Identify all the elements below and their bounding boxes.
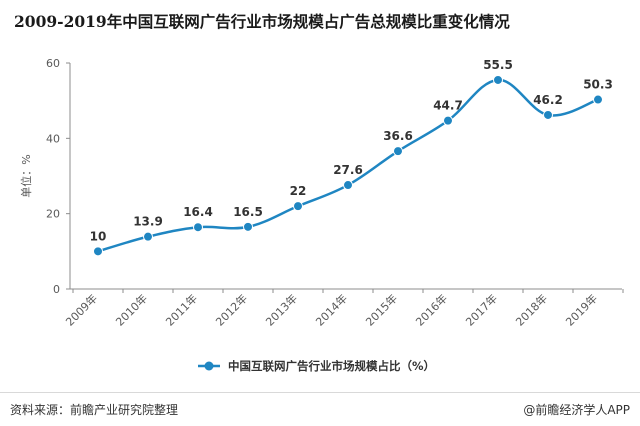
data-label: 50.3	[583, 78, 613, 92]
data-point	[593, 94, 603, 105]
x-tick-label: 2015年	[363, 291, 400, 328]
chart-title: 2009-2019年中国互联网广告行业市场规模占广告总规模比重变化情况	[14, 12, 510, 31]
x-tick-label: 2013年	[263, 291, 300, 328]
data-label: 36.6	[383, 129, 413, 143]
data-point	[393, 146, 403, 157]
data-label: 22	[290, 184, 307, 198]
y-tick-label: 0	[53, 283, 60, 296]
y-axis-title: 单位：%	[19, 154, 33, 197]
data-point	[343, 180, 353, 191]
x-tick-label: 2017年	[463, 291, 500, 328]
y-axis: 0 20 40 60 单位：%	[19, 57, 71, 296]
data-point	[243, 221, 253, 232]
x-tick-label: 2016年	[413, 291, 450, 328]
legend-label: 中国互联网广告行业市场规模占比（%）	[228, 359, 435, 373]
y-tick-label: 60	[46, 57, 60, 70]
x-tick-label: 2011年	[163, 291, 200, 328]
data-point	[493, 74, 503, 85]
data-point	[543, 109, 553, 120]
legend-marker	[204, 361, 214, 371]
data-point	[293, 201, 303, 212]
data-label: 55.5	[483, 58, 513, 72]
data-point	[193, 222, 203, 233]
data-point	[93, 246, 103, 257]
legend: 中国互联网广告行业市场规模占比（%）	[198, 359, 435, 373]
data-label: 46.2	[533, 93, 563, 107]
data-label: 13.9	[133, 215, 163, 229]
data-label: 10	[90, 229, 107, 243]
x-tick-label: 2019年	[563, 291, 600, 328]
source-note: 资料来源：前瞻产业研究院整理	[10, 403, 179, 417]
x-tick-label: 2018年	[513, 291, 550, 328]
data-point	[143, 231, 153, 242]
data-label: 27.6	[333, 163, 363, 177]
line-chart: 0 20 40 60 单位：% 2009年 2010年 2011年 2012年 2013年 201…	[19, 57, 624, 373]
data-label: 44.7	[433, 99, 463, 113]
y-tick-label: 20	[46, 208, 60, 221]
data-point	[443, 115, 453, 126]
data-label: 16.5	[233, 205, 263, 219]
x-tick-label: 2014年	[313, 291, 350, 328]
y-tick-label: 40	[46, 132, 60, 145]
x-tick-label: 2012年	[213, 291, 250, 328]
brand-credit: @前瞻经济学人APP	[523, 403, 630, 417]
x-tick-label: 2010年	[113, 291, 150, 328]
footer: 资料来源：前瞻产业研究院整理 @前瞻经济学人APP	[0, 392, 640, 426]
x-tick-label: 2009年	[63, 291, 100, 328]
data-label: 16.4	[183, 205, 213, 219]
x-axis: 2009年 2010年 2011年 2012年 2013年 2014年 2015年 2016年…	[63, 288, 624, 329]
series-group: 10 13.9 16.4 16.5 22 27.6 36.6 44.7 55.5 46.2 50.3	[90, 58, 613, 257]
